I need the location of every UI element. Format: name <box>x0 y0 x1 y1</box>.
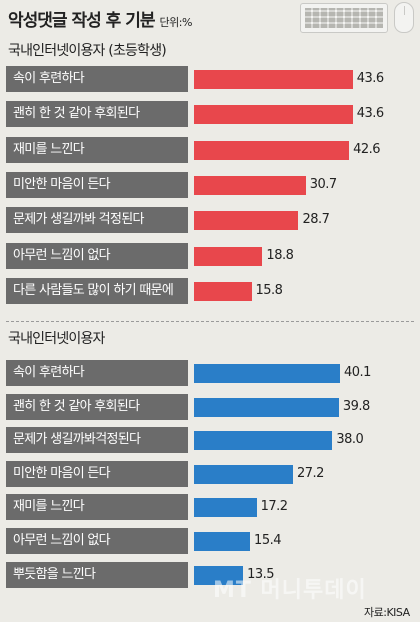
bar <box>194 464 293 484</box>
value-label: 28.7 <box>302 212 330 228</box>
bar <box>194 211 299 231</box>
bar-row: 뿌듯함을 느낀다 13.5 <box>0 561 420 588</box>
category-label: 문제가 생길까봐 걱정된다 <box>6 207 188 234</box>
bar <box>194 246 263 266</box>
bar-row: 미안한 마음이 든다 30.7 <box>0 171 420 198</box>
bar <box>194 70 353 89</box>
category-label: 문제가 생길까봐걱정된다 <box>6 427 188 454</box>
bar-row: 아무런 느낌이 없다 15.4 <box>0 528 420 554</box>
value-label: 38.0 <box>336 432 364 448</box>
source-note: 자료:KISA <box>364 606 410 619</box>
value-label: 39.8 <box>342 398 370 414</box>
watermark-logo: MT 머니투데이 <box>213 578 367 603</box>
bar-row: 아무런 느낌이 없다 18.8 <box>0 242 420 269</box>
category-label: 뿌듯함을 느낀다 <box>6 561 188 588</box>
value-label: 18.8 <box>266 247 294 263</box>
bar-row: 괜히 한 것 같아 후회된다 43.6 <box>0 101 420 128</box>
category-label: 미안한 마음이 든다 <box>6 460 188 487</box>
value-label: 30.7 <box>309 176 337 192</box>
value-label: 42.6 <box>353 141 381 157</box>
bar-row: 속이 후련하다 43.6 <box>0 66 420 92</box>
mouse-icon <box>394 2 414 33</box>
unit-label: 단위:% <box>159 16 193 29</box>
bar-row: 문제가 생길까봐걱정된다 38.0 <box>0 427 420 454</box>
bar-row: 다른 사람들도 많이 하기 때문에 15.8 <box>0 277 420 304</box>
value-label: 43.6 <box>356 106 384 122</box>
chart-title-row: 악성댓글 작성 후 기분 단위:% <box>8 6 192 32</box>
category-label: 괜히 한 것 같아 후회된다 <box>6 393 188 420</box>
category-label: 아무런 느낌이 없다 <box>6 528 188 554</box>
bar <box>194 532 251 551</box>
bar <box>194 364 340 383</box>
bar <box>194 175 306 195</box>
bar <box>194 431 333 451</box>
bar-row: 재미를 느낀다 17.2 <box>0 494 420 521</box>
value-label: 40.1 <box>343 365 371 380</box>
section-divider <box>6 321 414 322</box>
category-label: 아무런 느낌이 없다 <box>6 242 188 269</box>
bar-row: 속이 후련하다 40.1 <box>0 360 420 386</box>
keyboard-icon <box>300 3 388 33</box>
bar-row: 재미를 느낀다 42.6 <box>0 136 420 163</box>
value-label: 27.2 <box>297 465 324 481</box>
category-label: 다른 사람들도 많이 하기 때문에 <box>6 277 188 304</box>
category-label: 괜히 한 것 같아 후회된다 <box>6 101 188 128</box>
bar-row: 미안한 마음이 든다 27.2 <box>0 460 420 487</box>
category-label: 미안한 마음이 든다 <box>6 171 188 198</box>
value-label: 15.4 <box>254 533 281 548</box>
bar-row: 괜히 한 것 같아 후회된다 39.8 <box>0 393 420 420</box>
bar <box>194 140 350 160</box>
value-label: 43.6 <box>356 71 384 86</box>
section-title-elementary: 국내인터넷이용자 (초등학생) <box>8 43 167 59</box>
section-title-all-users: 국내인터넷이용자 <box>8 331 105 347</box>
category-label: 재미를 느낀다 <box>6 136 188 163</box>
category-label: 속이 후련하다 <box>6 66 188 92</box>
bar <box>194 565 244 585</box>
bar <box>194 105 353 125</box>
bar <box>194 281 252 301</box>
value-label: 13.5 <box>247 566 275 582</box>
value-label: 17.2 <box>260 499 288 515</box>
category-label: 재미를 느낀다 <box>6 494 188 521</box>
bar <box>194 498 257 518</box>
bar <box>194 397 339 417</box>
bar-row: 문제가 생길까봐 걱정된다 28.7 <box>0 207 420 234</box>
value-label: 15.8 <box>255 282 283 298</box>
chart-title: 악성댓글 작성 후 기분 <box>8 11 156 31</box>
category-label: 속이 후련하다 <box>6 360 188 386</box>
